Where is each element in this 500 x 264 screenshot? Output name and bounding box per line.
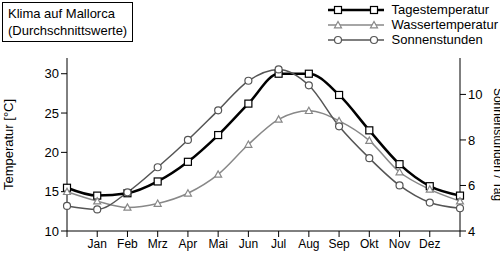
html-text:(Durchschnittswerte): (Durchschnittswerte)	[8, 23, 128, 38]
html-text:Tagestemperatur: Tagestemperatur	[391, 2, 490, 17]
svg-text:10: 10	[468, 87, 482, 102]
svg-text:20: 20	[45, 145, 59, 160]
svg-text:Jan: Jan	[88, 237, 107, 251]
svg-text:25: 25	[45, 106, 59, 121]
svg-text:4: 4	[468, 224, 475, 239]
svg-text:8: 8	[468, 133, 475, 148]
svg-text:Temperatur [°C]: Temperatur [°C]	[8, 99, 16, 190]
svg-text:Aug: Aug	[298, 237, 319, 251]
html-text:Wassertemperatur: Wassertemperatur	[391, 17, 498, 32]
html-text:Klima auf Mallorca: Klima auf Mallorca	[8, 6, 115, 21]
svg-text:Okt: Okt	[360, 237, 379, 251]
svg-text:Jun: Jun	[239, 237, 258, 251]
svg-text:Jul: Jul	[271, 237, 286, 251]
svg-text:6: 6	[468, 178, 475, 193]
svg-text:Nov: Nov	[389, 237, 410, 251]
svg-text:Mai: Mai	[208, 237, 227, 251]
svg-text:10: 10	[45, 224, 59, 239]
svg-text:Mrz: Mrz	[148, 237, 168, 251]
svg-text:Dez: Dez	[419, 237, 440, 251]
svg-text:Sep: Sep	[328, 237, 350, 251]
svg-text:15: 15	[45, 184, 59, 199]
html-text:Sonnenstunden: Sonnenstunden	[391, 32, 483, 47]
svg-text:Sonnenstunden / Tag: Sonnenstunden / Tag	[491, 88, 492, 201]
svg-text:30: 30	[45, 66, 59, 81]
svg-text:Feb: Feb	[117, 237, 138, 251]
svg-text:Apr: Apr	[179, 237, 198, 251]
